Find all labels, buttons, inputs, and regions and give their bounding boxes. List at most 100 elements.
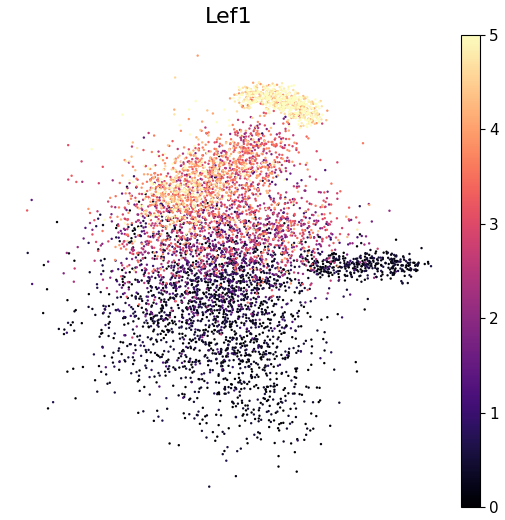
Point bbox=[294, 101, 302, 110]
Point bbox=[295, 124, 304, 132]
Point bbox=[184, 177, 192, 186]
Point bbox=[206, 243, 214, 251]
Point bbox=[270, 86, 278, 94]
Point bbox=[239, 295, 247, 303]
Point bbox=[289, 195, 297, 203]
Point bbox=[191, 360, 199, 369]
Point bbox=[393, 261, 401, 269]
Point bbox=[309, 259, 317, 267]
Point bbox=[214, 317, 222, 326]
Point bbox=[299, 102, 308, 110]
Point bbox=[253, 87, 261, 95]
Point bbox=[250, 146, 259, 154]
Point bbox=[225, 183, 233, 191]
Point bbox=[277, 224, 285, 232]
Point bbox=[113, 277, 121, 285]
Point bbox=[154, 319, 162, 327]
Point bbox=[120, 242, 128, 251]
Point bbox=[173, 145, 181, 153]
Point bbox=[185, 310, 193, 318]
Point bbox=[225, 279, 233, 287]
Point bbox=[234, 201, 242, 210]
Point bbox=[224, 196, 232, 204]
Point bbox=[152, 378, 160, 386]
Point bbox=[237, 385, 245, 393]
Point bbox=[210, 158, 218, 166]
Point bbox=[240, 342, 248, 350]
Point bbox=[254, 162, 262, 171]
Point bbox=[294, 108, 302, 116]
Point bbox=[216, 215, 224, 224]
Point bbox=[223, 344, 231, 353]
Point bbox=[249, 339, 258, 347]
Point bbox=[249, 243, 257, 251]
Point bbox=[221, 305, 229, 313]
Point bbox=[210, 315, 218, 323]
Point bbox=[225, 205, 233, 213]
Point bbox=[194, 301, 203, 309]
Point bbox=[312, 107, 320, 115]
Point bbox=[221, 168, 229, 176]
Point bbox=[257, 134, 265, 142]
Point bbox=[268, 178, 276, 186]
Point bbox=[226, 246, 234, 255]
Point bbox=[162, 301, 170, 309]
Point bbox=[207, 293, 215, 301]
Point bbox=[197, 427, 206, 435]
Point bbox=[151, 219, 159, 228]
Point bbox=[135, 294, 143, 303]
Point bbox=[199, 301, 208, 309]
Point bbox=[263, 214, 271, 223]
Point bbox=[120, 237, 128, 245]
Point bbox=[162, 279, 170, 287]
Point bbox=[185, 410, 193, 419]
Point bbox=[250, 301, 259, 309]
Point bbox=[127, 369, 135, 378]
Point bbox=[251, 87, 260, 95]
Point bbox=[190, 264, 198, 272]
Point bbox=[249, 346, 257, 354]
Point bbox=[263, 249, 271, 257]
Point bbox=[314, 110, 322, 119]
Point bbox=[230, 284, 238, 293]
Point bbox=[154, 319, 162, 328]
Point bbox=[252, 174, 260, 182]
Point bbox=[260, 363, 268, 372]
Point bbox=[203, 270, 211, 279]
Point bbox=[245, 231, 254, 239]
Point bbox=[344, 263, 352, 271]
Point bbox=[210, 306, 218, 315]
Point bbox=[238, 118, 246, 126]
Point bbox=[268, 263, 276, 271]
Point bbox=[283, 278, 291, 287]
Point bbox=[198, 213, 207, 222]
Point bbox=[212, 180, 220, 189]
Point bbox=[218, 319, 226, 327]
Point bbox=[145, 186, 154, 194]
Point bbox=[244, 171, 252, 179]
Point bbox=[240, 221, 248, 229]
Point bbox=[207, 305, 215, 314]
Point bbox=[226, 236, 234, 244]
Point bbox=[206, 179, 214, 188]
Point bbox=[139, 146, 147, 154]
Point bbox=[226, 94, 234, 102]
Point bbox=[157, 286, 165, 294]
Point bbox=[228, 230, 236, 239]
Point bbox=[184, 149, 192, 158]
Point bbox=[270, 439, 278, 447]
Point bbox=[198, 209, 207, 217]
Point bbox=[259, 227, 267, 236]
Point bbox=[185, 288, 193, 296]
Point bbox=[114, 220, 122, 228]
Point bbox=[263, 332, 271, 341]
Point bbox=[178, 209, 186, 217]
Point bbox=[214, 327, 222, 335]
Point bbox=[205, 175, 213, 183]
Point bbox=[213, 198, 221, 206]
Point bbox=[239, 138, 247, 146]
Point bbox=[120, 230, 128, 238]
Point bbox=[217, 194, 225, 203]
Point bbox=[295, 263, 303, 271]
Point bbox=[222, 335, 230, 344]
